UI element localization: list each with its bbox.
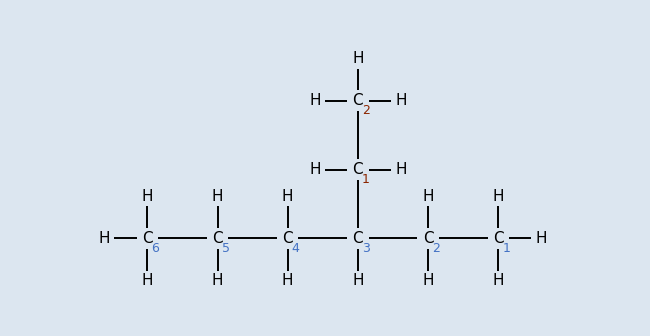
Text: C: C xyxy=(142,231,153,246)
Text: C: C xyxy=(212,231,223,246)
Text: H: H xyxy=(422,273,434,288)
Text: H: H xyxy=(142,273,153,288)
Text: 5: 5 xyxy=(222,242,229,255)
Text: 6: 6 xyxy=(151,242,159,255)
Text: H: H xyxy=(493,189,504,204)
Text: H: H xyxy=(99,231,110,246)
Text: C: C xyxy=(352,231,363,246)
Text: H: H xyxy=(395,162,407,177)
Text: H: H xyxy=(352,273,363,288)
Text: C: C xyxy=(282,231,293,246)
Text: 2: 2 xyxy=(432,242,440,255)
Text: H: H xyxy=(212,273,223,288)
Text: H: H xyxy=(493,273,504,288)
Text: H: H xyxy=(352,51,363,67)
Text: C: C xyxy=(422,231,434,246)
Text: H: H xyxy=(395,93,407,109)
Text: 3: 3 xyxy=(362,242,370,255)
Text: H: H xyxy=(422,189,434,204)
Text: H: H xyxy=(212,189,223,204)
Text: C: C xyxy=(352,162,363,177)
Text: H: H xyxy=(536,231,547,246)
Text: H: H xyxy=(142,189,153,204)
Text: 4: 4 xyxy=(292,242,300,255)
Text: C: C xyxy=(352,93,363,109)
Text: H: H xyxy=(309,162,320,177)
Text: C: C xyxy=(493,231,504,246)
Text: 1: 1 xyxy=(502,242,510,255)
Text: H: H xyxy=(309,93,320,109)
Text: H: H xyxy=(282,273,293,288)
Text: H: H xyxy=(282,189,293,204)
Text: 2: 2 xyxy=(362,104,370,117)
Text: 1: 1 xyxy=(362,173,370,186)
